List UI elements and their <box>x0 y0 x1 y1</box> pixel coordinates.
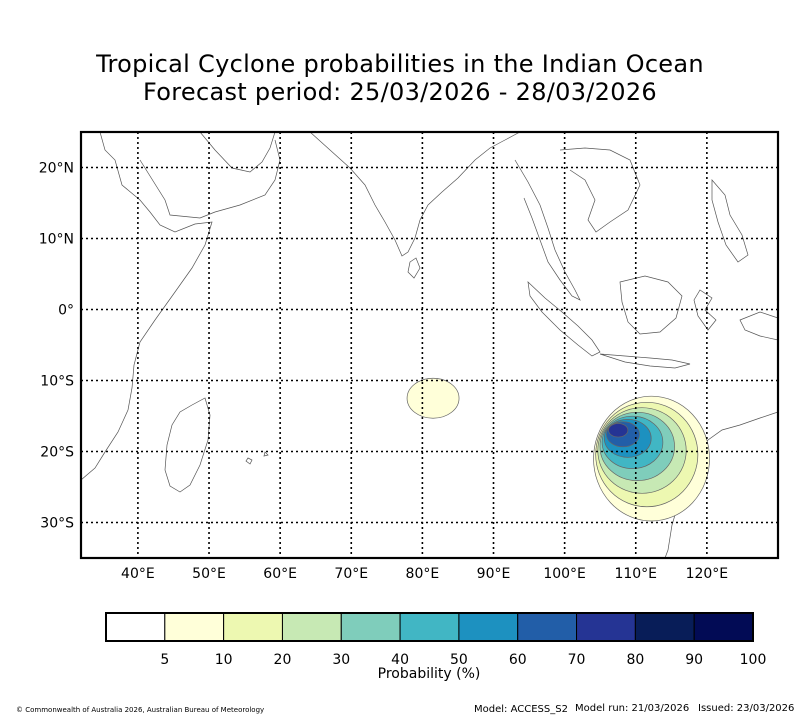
colorbar-tick-label: 10 <box>215 652 233 668</box>
y-tick-label: 30°S <box>40 516 74 532</box>
contour-region-0-level-7 <box>608 423 629 438</box>
colorbar-tick-label: 80 <box>626 652 644 668</box>
colorbar-swatch <box>693 612 754 642</box>
colorbar-tick-label: 50 <box>450 652 468 668</box>
x-tick-label: 90°E <box>477 566 511 582</box>
copyright-text: © Commonwealth of Australia 2026, Austra… <box>16 706 265 714</box>
colorbar-tick-label: 5 <box>160 652 169 668</box>
x-tick-label: 60°E <box>263 566 297 582</box>
x-tick-label: 80°E <box>406 566 440 582</box>
colorbar-swatch <box>634 612 695 642</box>
x-tick-label: 50°E <box>192 566 226 582</box>
x-tick-label: 70°E <box>334 566 368 582</box>
colorbar-swatch <box>340 612 401 642</box>
y-tick-label: 20°S <box>40 445 74 461</box>
chart-title-line2: Forecast period: 25/03/2026 - 28/03/2026 <box>143 78 657 106</box>
colorbar-frame <box>105 612 754 642</box>
colorbar-swatch <box>223 612 283 642</box>
colorbar-tick-label: 70 <box>568 652 586 668</box>
map-area <box>81 132 778 558</box>
colorbar-tick-label: 90 <box>685 652 703 668</box>
x-tick-label: 40°E <box>121 566 155 582</box>
issued-date: Issued: 23/03/2026 <box>698 703 795 714</box>
model-run-date: Model run: 21/03/2026 <box>575 703 690 714</box>
x-tick-label: 100°E <box>543 566 586 582</box>
colorbar-tick-label: 30 <box>332 652 350 668</box>
lat-lon-grid <box>81 132 778 558</box>
colorbar-label: Probability (%) <box>378 666 481 682</box>
x-tick-label: 120°E <box>686 566 729 582</box>
colorbar-tick-label: 60 <box>509 652 527 668</box>
y-tick-label: 20°N <box>39 161 74 177</box>
longitude-tick-labels: 40°E 50°E 60°E 70°E 80°E 90°E 100°E 110°E 120°E <box>121 566 728 582</box>
chart-title-line1: Tropical Cyclone probabilities in the In… <box>96 50 704 78</box>
y-tick-label: 10°N <box>39 232 74 248</box>
colorbar-swatch <box>281 612 342 642</box>
colorbar-swatch <box>576 612 636 642</box>
colorbar-swatch <box>458 612 519 642</box>
colorbar-swatch <box>105 612 166 642</box>
colorbar-tick-label: 100 <box>740 652 767 668</box>
x-tick-label: 110°E <box>614 566 657 582</box>
contour-region-1-level-0 <box>406 377 460 419</box>
map-frame <box>79 130 780 560</box>
y-tick-label: 0° <box>58 303 74 319</box>
colorbar: 5 10 20 30 40 50 60 70 80 90 100 <box>105 612 767 668</box>
probability-contours <box>406 377 710 522</box>
y-tick-label: 10°S <box>40 374 74 390</box>
model-name: Model: ACCESS_S2 <box>474 704 568 715</box>
colorbar-tick-label: 20 <box>274 652 292 668</box>
colorbar-swatch <box>517 612 578 642</box>
latitude-tick-labels: 20°N 10°N 0° 10°S 20°S 30°S <box>39 161 74 532</box>
colorbar-swatch <box>399 612 460 642</box>
colorbar-tick-label: 40 <box>391 652 409 668</box>
colorbar-swatch <box>164 612 225 642</box>
